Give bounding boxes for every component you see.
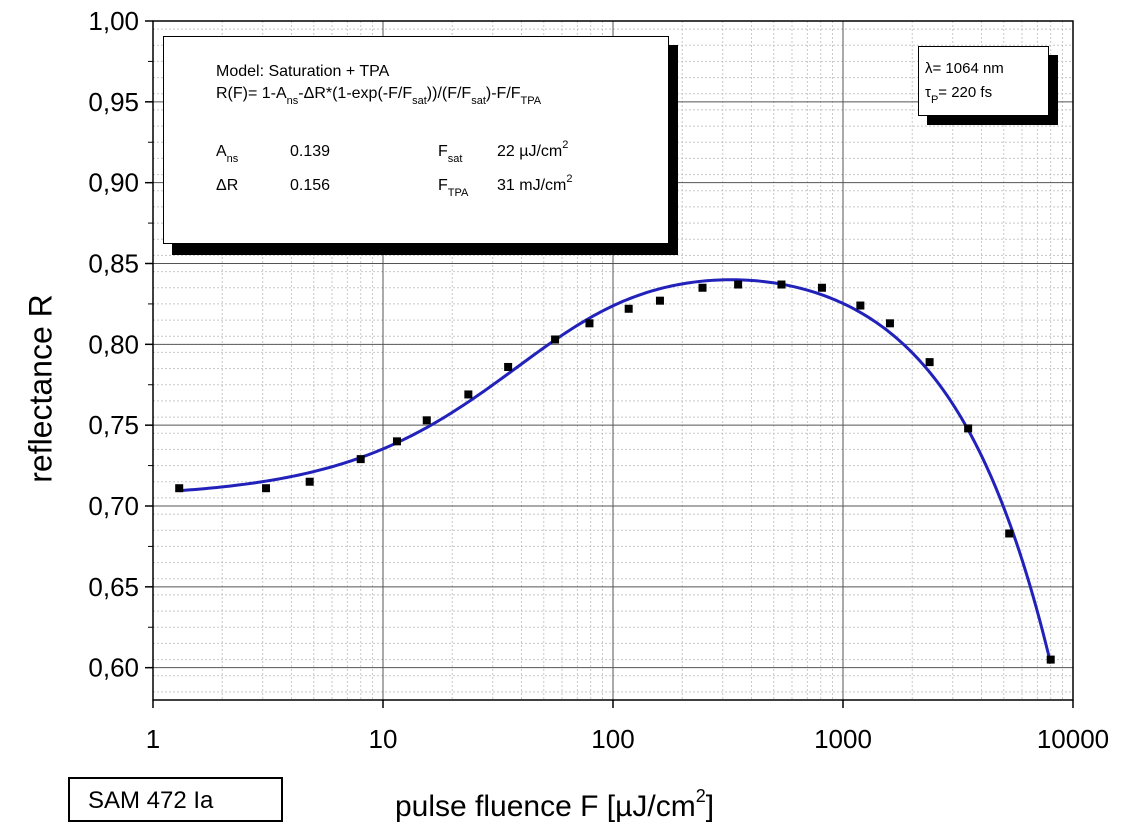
data-point xyxy=(504,362,513,371)
param-dr-label: ΔR xyxy=(216,177,239,194)
data-point xyxy=(175,484,184,493)
data-point xyxy=(356,455,365,464)
formula-part: sat xyxy=(471,95,486,107)
formula-part: ))/(F/F xyxy=(426,85,472,102)
data-point xyxy=(262,484,271,493)
data-point xyxy=(1005,529,1014,538)
param-ans-value: 0.139 xyxy=(290,143,331,160)
model-formula: R(F)= 1-Ans-ΔR*(1-exp(-F/Fsat))/(F/Fsat)… xyxy=(216,85,541,107)
y-tick-label: 0,95 xyxy=(88,87,139,117)
y-axis-title: reflectance R xyxy=(22,294,59,483)
data-point xyxy=(1046,655,1055,664)
data-point xyxy=(464,390,473,399)
data-point xyxy=(777,280,786,289)
formula-part: )-F/F xyxy=(485,85,521,102)
x-tick-label: 10 xyxy=(369,724,398,754)
wavelength-label: λ= 1064 nm xyxy=(925,60,1004,77)
y-tick-label: 1,00 xyxy=(88,6,139,36)
param-ftpa-value: 31 mJ/cm2 xyxy=(497,173,573,194)
model-title: Model: Saturation + TPA xyxy=(216,63,390,80)
y-tick-label: 0,65 xyxy=(88,572,139,602)
formula-part: sat xyxy=(412,95,427,107)
data-point xyxy=(698,283,707,292)
data-point xyxy=(964,424,973,433)
y-tick-label: 0,90 xyxy=(88,168,139,198)
data-point xyxy=(585,319,594,328)
y-tick-label: 0,80 xyxy=(88,329,139,359)
data-point xyxy=(624,304,633,313)
formula-part: ns xyxy=(286,95,299,107)
x-tick-label: 1 xyxy=(146,724,160,754)
param-ftpa-label: FTPA xyxy=(438,177,469,199)
param-fsat-label: Fsat xyxy=(438,143,463,165)
data-point xyxy=(885,319,894,328)
data-point xyxy=(856,301,865,310)
data-point xyxy=(734,280,743,289)
y-tick-label: 0,85 xyxy=(88,249,139,279)
data-point xyxy=(392,437,401,446)
model-box: Model: Saturation + TPA R(F)= 1-Ans-ΔR*(… xyxy=(163,36,669,244)
fit-curve xyxy=(179,278,1053,664)
pulse-duration-label: τP= 220 fs xyxy=(925,84,993,106)
param-dr-value: 0.156 xyxy=(290,177,331,194)
y-tick-label: 0,75 xyxy=(88,410,139,440)
data-point xyxy=(817,283,826,292)
conditions-box: λ= 1064 nm τP= 220 fs xyxy=(918,46,1049,116)
data-point xyxy=(305,477,314,486)
x-tick-label: 1000 xyxy=(814,724,872,754)
y-tick-label: 0,60 xyxy=(88,653,139,683)
y-tick-label: 0,70 xyxy=(88,491,139,521)
sample-label: SAM 472 Ia xyxy=(88,787,214,814)
data-point xyxy=(551,335,560,344)
param-ans-label: Ans xyxy=(216,143,239,165)
formula-part: R(F)= 1-A xyxy=(216,85,287,102)
x-tick-label: 10000 xyxy=(1037,724,1109,754)
data-point xyxy=(925,358,934,367)
data-point xyxy=(655,296,664,305)
x-axis-title: pulse fluence F [µJ/cm2] xyxy=(395,786,715,823)
formula-part: TPA xyxy=(520,95,542,107)
data-point xyxy=(422,416,431,425)
formula-part: -ΔR*(1-exp(-F/F xyxy=(298,85,413,102)
sample-label-box: SAM 472 Ia xyxy=(68,777,283,822)
param-fsat-value: 22 µJ/cm2 xyxy=(497,139,569,160)
x-tick-label: 100 xyxy=(591,724,634,754)
